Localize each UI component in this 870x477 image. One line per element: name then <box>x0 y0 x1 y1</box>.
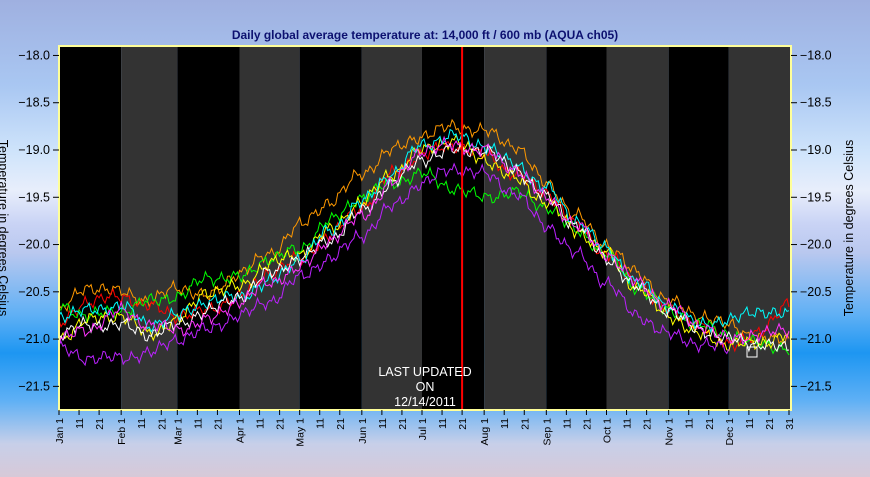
x-tick-label: 21 <box>94 418 106 430</box>
y-tick-label: −19.5 <box>800 190 832 204</box>
y-tick-label: −19.0 <box>18 143 50 157</box>
x-tick-label: 11 <box>437 418 449 429</box>
x-tick-label: 21 <box>275 418 287 430</box>
x-tick-label: 11 <box>192 418 204 429</box>
x-tick-label: 21 <box>156 418 168 430</box>
y-tick-label: −18.0 <box>18 48 50 62</box>
y-tick-label: −18.5 <box>800 96 832 110</box>
x-tick-label: 11 <box>255 418 267 429</box>
x-tick-label: 21 <box>764 418 776 430</box>
plot-border <box>58 45 792 411</box>
y-tick-label: −21.5 <box>18 379 50 393</box>
x-tick-label: Jun 1 <box>357 418 369 444</box>
x-tick-label: 21 <box>457 418 469 430</box>
month-band <box>484 46 547 410</box>
month-band <box>121 46 178 410</box>
x-tick-label: 21 <box>212 418 224 430</box>
x-tick-label: Aug 1 <box>479 418 491 446</box>
month-band <box>177 46 240 410</box>
chart-title: Daily global average temperature at: 14,… <box>232 28 618 42</box>
x-tick-label: 11 <box>744 418 756 429</box>
y-axis-left: −18.0 −18.5 −19.0 −19.5 −20.0 −20.5 −21.0 −21.5 <box>18 48 59 393</box>
x-tick-label: May 1 <box>295 418 307 447</box>
y-axis-label-left: Temperature in degrees Celsius <box>0 140 10 316</box>
month-band <box>546 46 607 410</box>
last-updated-label: LAST UPDATED <box>378 365 471 379</box>
y-tick-label: −20.5 <box>800 285 832 299</box>
y-tick-label: −21.0 <box>18 332 50 346</box>
series-line <box>58 142 790 353</box>
x-tick-label: Dec 1 <box>724 418 736 446</box>
month-band <box>421 46 485 410</box>
y-axis-right: −18.0 −18.5 −19.0 −19.5 −20.0 −20.5 −21.0 −21.5 <box>791 48 832 393</box>
x-tick-label: 11 <box>561 418 573 429</box>
last-updated-date: 12/14/2011 <box>394 395 456 409</box>
month-band <box>361 46 422 410</box>
x-tick-label: 11 <box>377 418 389 429</box>
x-tick-label: 21 <box>581 418 593 430</box>
month-band <box>728 46 791 410</box>
x-tick-label: 21 <box>397 418 409 430</box>
x-tick-label: Oct 1 <box>601 418 613 443</box>
x-tick-label: Nov 1 <box>664 418 676 446</box>
month-bands <box>59 46 791 410</box>
y-tick-label: −18.5 <box>18 96 50 110</box>
x-tick-label: 11 <box>74 418 86 429</box>
series-line <box>58 135 790 346</box>
x-tick-label: 11 <box>499 418 511 429</box>
month-band <box>59 46 122 410</box>
x-tick-label: 31 <box>784 418 796 430</box>
y-tick-label: −20.0 <box>18 238 50 252</box>
y-tick-label: −20.5 <box>18 285 50 299</box>
x-tick-label: 21 <box>519 418 531 430</box>
y-tick-label: −20.0 <box>800 238 832 252</box>
x-tick-label: 21 <box>704 418 716 430</box>
x-tick-label: 11 <box>315 418 327 429</box>
x-tick-label: 11 <box>622 418 634 429</box>
month-band <box>239 46 300 410</box>
y-tick-label: −19.5 <box>18 190 50 204</box>
y-tick-label: −18.0 <box>800 48 832 62</box>
x-tick-label: 21 <box>642 418 654 430</box>
x-tick-label: Jan 1 <box>54 418 66 444</box>
y-tick-label: −21.0 <box>800 332 832 346</box>
x-tick-label: Jul 1 <box>417 418 429 440</box>
x-tick-label: Apr 1 <box>234 418 246 443</box>
series-group <box>58 118 790 367</box>
x-axis: Jan 1 11 21 Feb 1 11 21 Mar 1 11 21 Apr 1 11 21 May … <box>54 410 796 447</box>
month-band <box>606 46 669 410</box>
month-band <box>299 46 362 410</box>
last-updated-on: ON <box>416 380 435 394</box>
series-line <box>58 162 730 367</box>
legend-box-icon <box>746 346 758 358</box>
x-tick-label: 21 <box>335 418 347 430</box>
y-tick-label: −21.5 <box>800 379 832 393</box>
y-tick-label: −19.0 <box>800 143 832 157</box>
x-tick-label: Mar 1 <box>172 418 184 445</box>
y-axis-label-right: Temperature in degrees Celsius <box>842 140 856 316</box>
month-band <box>668 46 729 410</box>
x-tick-label: 11 <box>684 418 696 429</box>
x-tick-label: 11 <box>136 418 148 429</box>
x-tick-label: Sep 1 <box>541 418 553 446</box>
x-tick-label: Feb 1 <box>116 418 128 445</box>
series-line <box>58 166 790 356</box>
